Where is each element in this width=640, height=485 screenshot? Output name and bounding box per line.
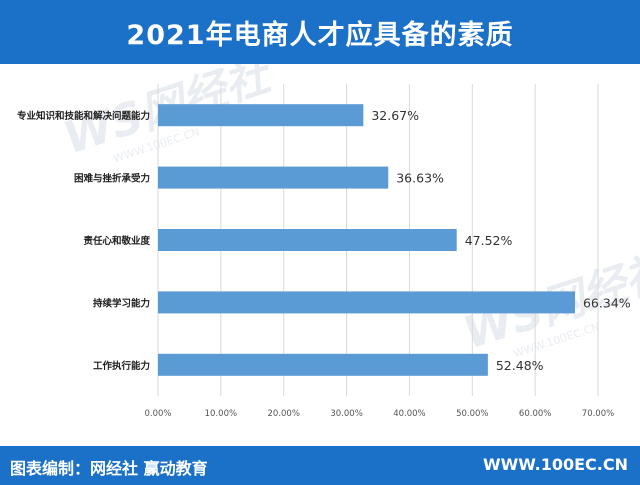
data-label: 47.52% — [465, 233, 513, 248]
labels-layer: 0.00% 10.00% 20.00% 30.00% 40.00% 50.00% 60.00… — [17, 108, 631, 419]
bar — [158, 229, 457, 251]
data-label: 36.63% — [396, 171, 444, 186]
bar — [158, 291, 575, 314]
x-tick-label: 20.00% — [268, 409, 300, 419]
category-label: 持续学习能力 — [93, 297, 150, 309]
bar — [158, 104, 364, 127]
category-label: 工作执行能力 — [93, 360, 150, 372]
x-tick-label: 40.00% — [393, 409, 425, 419]
x-tick-label: 50.00% — [456, 409, 488, 419]
bars-layer — [158, 104, 575, 376]
data-label: 66.34% — [583, 295, 631, 310]
footer-credit: 图表编制：网经社 赢动教育 — [10, 459, 208, 478]
x-tick-label: 70.00% — [582, 409, 614, 419]
footer-bar: 图表编制：网经社 赢动教育 WWW.100EC.CN — [0, 446, 640, 485]
x-tick-label: 30.00% — [330, 409, 362, 419]
x-tick-label: 0.00% — [144, 409, 171, 419]
category-label: 困难与挫折承受力 — [74, 173, 150, 185]
data-label: 32.67% — [371, 108, 419, 123]
bar — [158, 353, 488, 376]
chart-title: 2021年电商人才应具备的素质 — [0, 0, 640, 64]
footer-url: WWW.100EC.CN — [483, 455, 628, 474]
bar — [158, 166, 389, 189]
category-label: 责任心和敬业度 — [83, 235, 150, 247]
category-label: 专业知识和技能和解决问题能力 — [17, 110, 150, 122]
data-label: 52.48% — [496, 358, 544, 373]
x-tick-label: 10.00% — [205, 409, 237, 419]
x-tick-label: 60.00% — [519, 409, 551, 419]
